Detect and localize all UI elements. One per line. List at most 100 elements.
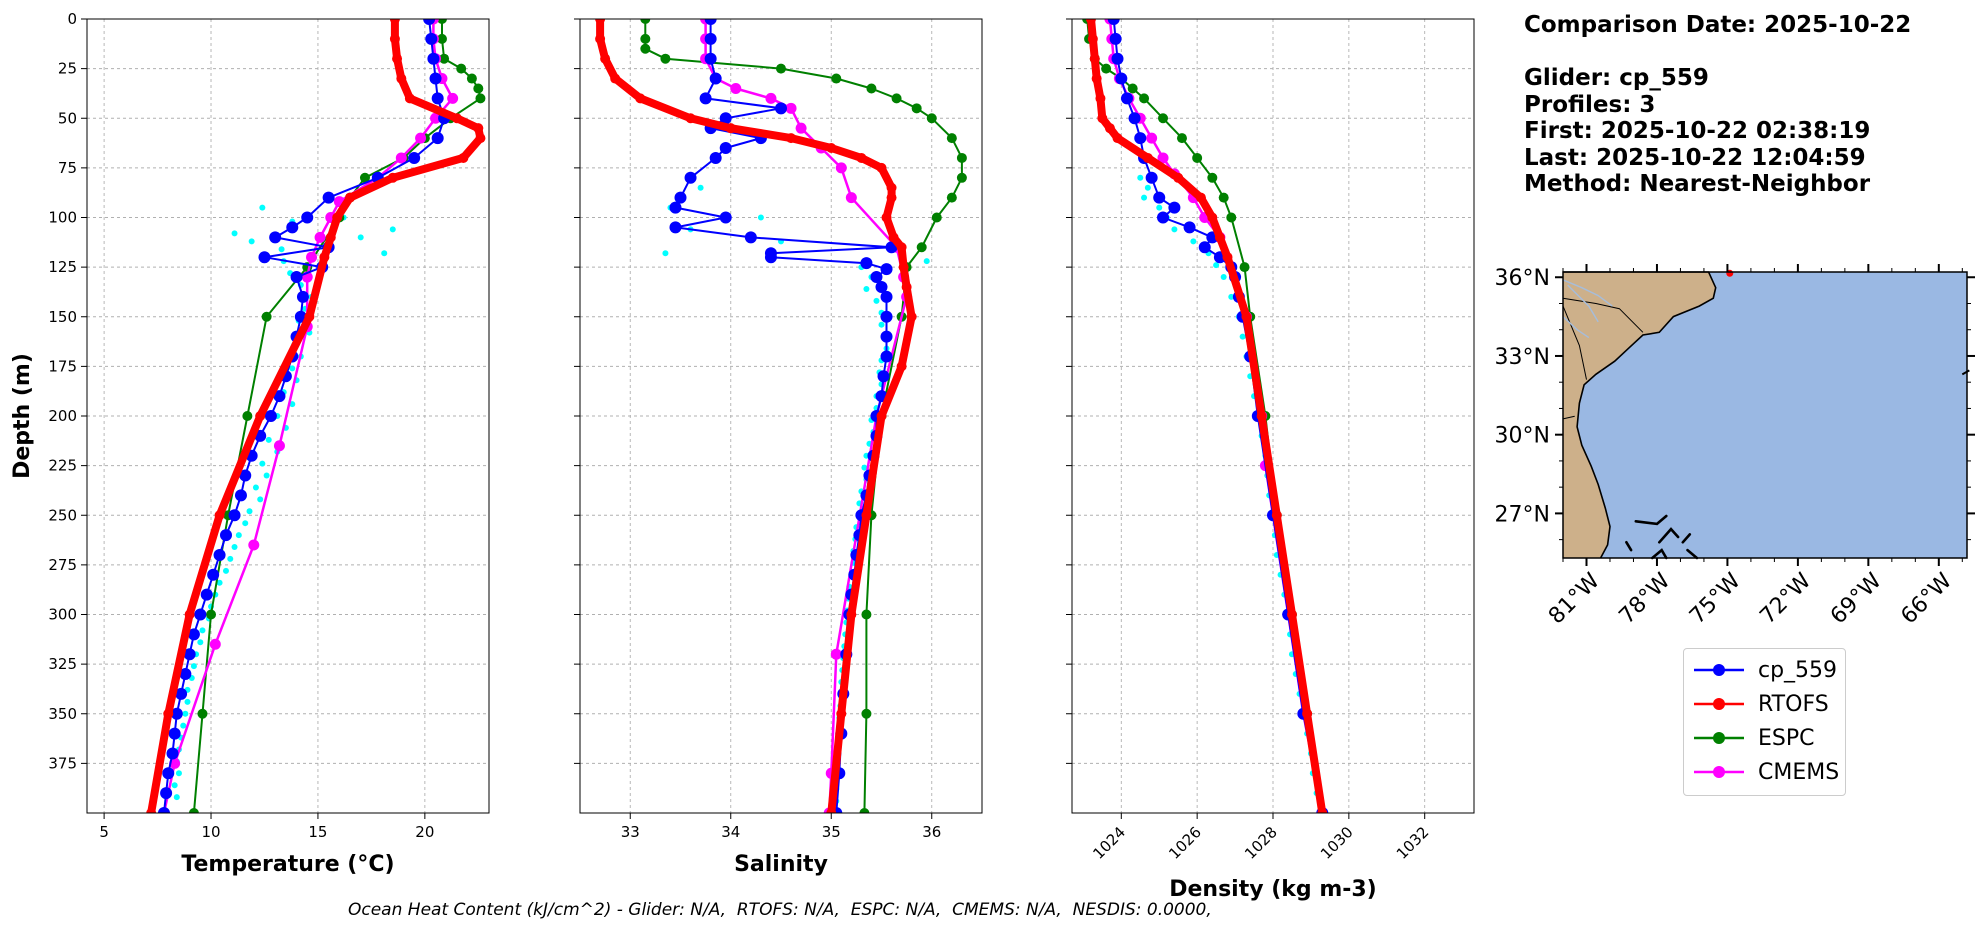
raw-point bbox=[173, 794, 180, 801]
raw-point bbox=[381, 250, 388, 257]
series-point-cp_559 bbox=[704, 52, 717, 65]
island bbox=[1634, 514, 1668, 526]
series-point-rtofs bbox=[1104, 123, 1115, 134]
x-tick-label: 1030 bbox=[1317, 823, 1357, 863]
series-point-rtofs bbox=[856, 152, 867, 163]
series-point-cp_559 bbox=[219, 529, 232, 542]
series-point-rtofs bbox=[1286, 609, 1297, 620]
series-point-cp_559 bbox=[168, 727, 181, 740]
series-point-cp_559 bbox=[431, 92, 444, 105]
series-point-cp_559 bbox=[157, 807, 170, 813]
series-point-rtofs bbox=[214, 510, 225, 521]
legend-label: RTOFS bbox=[1758, 691, 1829, 717]
raw-point bbox=[216, 579, 223, 586]
series-point-rtofs bbox=[1241, 311, 1252, 322]
series-point-cp_559 bbox=[1128, 112, 1141, 125]
coastline bbox=[1563, 271, 1717, 559]
river bbox=[1562, 316, 1590, 339]
raw-point bbox=[1190, 238, 1197, 245]
raw-point bbox=[248, 238, 255, 245]
series-point-espc bbox=[1101, 63, 1112, 74]
legend-label: CMEMS bbox=[1758, 759, 1840, 785]
series-point-rtofs bbox=[595, 19, 606, 24]
raw-point bbox=[1141, 194, 1148, 201]
x-tick-label: 15 bbox=[308, 823, 327, 841]
x-tick-label: 1032 bbox=[1393, 823, 1433, 863]
series-point-rtofs bbox=[392, 53, 403, 64]
y-tick-label: 175 bbox=[48, 357, 77, 375]
raw-point bbox=[289, 401, 296, 408]
comparison-date: Comparison Date: 2025-10-22 bbox=[1524, 12, 1912, 38]
series-point-rtofs bbox=[396, 73, 407, 84]
series-point-espc bbox=[1226, 212, 1237, 223]
series-point-cmems bbox=[273, 440, 285, 452]
first-time: First: 2025-10-22 02:38:19 bbox=[1524, 118, 1871, 144]
series-point-rtofs bbox=[473, 123, 484, 134]
series-point-rtofs bbox=[1095, 93, 1106, 104]
series-point-espc bbox=[956, 152, 967, 163]
series-point-espc bbox=[831, 73, 842, 84]
series-point-cp_559 bbox=[264, 410, 277, 422]
series-point-cp_559 bbox=[239, 469, 252, 482]
series-point-cp_559 bbox=[704, 19, 717, 25]
series-point-cp_559 bbox=[228, 509, 241, 522]
series-point-rtofs bbox=[886, 182, 897, 193]
x-axis-label: Salinity bbox=[734, 852, 828, 877]
raw-point bbox=[231, 230, 238, 237]
legend-item-rtofs: RTOFS bbox=[1694, 689, 1829, 719]
series-point-cp_559 bbox=[187, 628, 200, 641]
series-point-rtofs bbox=[881, 212, 892, 223]
series-point-espc bbox=[1218, 192, 1229, 203]
raw-point bbox=[190, 663, 197, 670]
x-tick-label: 1028 bbox=[1241, 823, 1281, 863]
series-point-cp_559 bbox=[207, 568, 220, 581]
lon-label: 78°W bbox=[1615, 568, 1676, 629]
raw-point bbox=[357, 234, 364, 241]
raw-point bbox=[259, 204, 266, 211]
raw-point bbox=[1228, 293, 1235, 300]
series-point-espc bbox=[439, 53, 450, 64]
series-point-espc bbox=[946, 192, 957, 203]
series-point-rtofs bbox=[332, 212, 343, 223]
series-point-cmems bbox=[415, 132, 427, 144]
series-point-rtofs bbox=[836, 708, 847, 719]
series-point-cp_559 bbox=[719, 211, 732, 224]
series-point-cp_559 bbox=[258, 251, 271, 264]
raw-point bbox=[289, 365, 296, 372]
series-point-cp_559 bbox=[170, 707, 183, 720]
series-point-cp_559 bbox=[1134, 132, 1147, 145]
raw-point bbox=[199, 627, 206, 634]
series-point-espc bbox=[473, 83, 484, 94]
state-border bbox=[1562, 297, 1644, 333]
plot-area bbox=[1082, 19, 1329, 813]
series-point-cmems bbox=[730, 82, 742, 94]
series-point-espc bbox=[261, 311, 272, 322]
series-point-cp_559 bbox=[775, 102, 787, 115]
x-tick-label: 1024 bbox=[1089, 823, 1129, 863]
series-point-cp_559 bbox=[880, 330, 893, 343]
y-tick-label: 75 bbox=[58, 159, 77, 177]
series-point-espc bbox=[640, 19, 651, 24]
series-point-cmems bbox=[1146, 132, 1158, 144]
profile-count: Profiles: 3 bbox=[1524, 91, 1656, 118]
series-point-cp_559 bbox=[764, 251, 777, 264]
y-tick-label: 350 bbox=[48, 705, 77, 723]
info-block: Comparison Date: 2025-10-22 Glider: cp_5… bbox=[1524, 12, 1911, 198]
series-point-cmems bbox=[209, 638, 221, 650]
series-point-rtofs bbox=[319, 252, 330, 263]
raw-point bbox=[222, 567, 229, 574]
legend-label: cp_559 bbox=[1758, 657, 1838, 683]
series-point-rtofs bbox=[1089, 53, 1100, 64]
series-point-rtofs bbox=[1207, 212, 1218, 223]
series-point-cmems bbox=[765, 92, 777, 104]
series-point-espc bbox=[861, 708, 872, 719]
series-point-rtofs bbox=[898, 262, 909, 273]
series-point-rtofs bbox=[1142, 152, 1153, 163]
glider-name: Glider: cp_559 bbox=[1524, 65, 1709, 91]
raw-point bbox=[878, 321, 885, 328]
map-frame bbox=[1562, 271, 1968, 559]
series-point-rtofs bbox=[896, 361, 907, 372]
series-point-cp_559 bbox=[1109, 32, 1122, 45]
series-point-cp_559 bbox=[674, 191, 687, 204]
x-tick-label: 20 bbox=[415, 823, 434, 841]
